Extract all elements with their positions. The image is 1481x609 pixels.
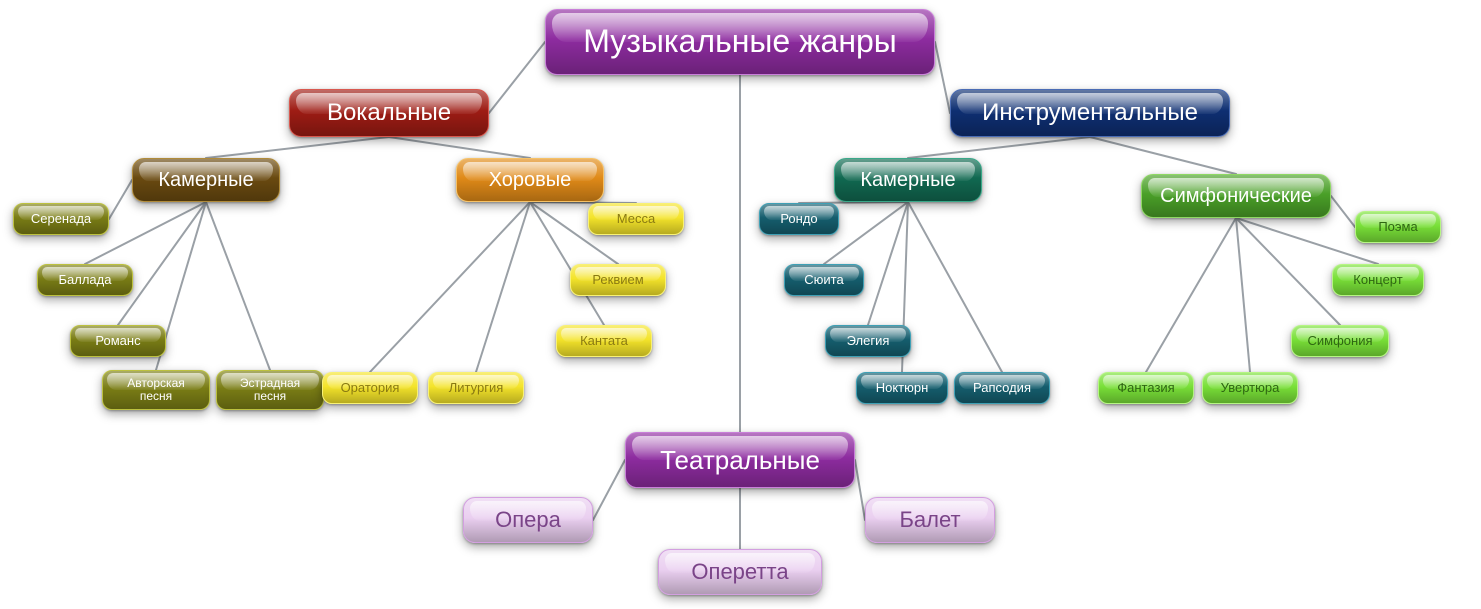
node-symphony[interactable]: Симфония xyxy=(1291,325,1389,357)
node-elegy[interactable]: Элегия xyxy=(825,325,911,357)
node-label: Камерные xyxy=(158,169,253,191)
node-label: Месса xyxy=(617,212,655,226)
node-root[interactable]: Музыкальные жанры xyxy=(545,9,935,75)
node-theatre[interactable]: Театральные xyxy=(625,432,855,488)
node-v_chamber[interactable]: Камерные xyxy=(132,158,280,202)
node-fantasia[interactable]: Фантазия xyxy=(1098,372,1194,404)
node-label: Эстрадная песня xyxy=(240,377,300,403)
node-label: Ноктюрн xyxy=(876,381,929,395)
node-concerto[interactable]: Концерт xyxy=(1332,264,1424,296)
node-label: Концерт xyxy=(1353,273,1402,287)
node-v_choral[interactable]: Хоровые xyxy=(456,158,604,202)
node-i_symph[interactable]: Симфонические xyxy=(1141,174,1331,218)
node-label: Кантата xyxy=(580,334,628,348)
node-label: Рондо xyxy=(780,212,817,226)
node-poem[interactable]: Поэма xyxy=(1355,211,1441,243)
node-label: Симфония xyxy=(1308,334,1373,348)
node-label: Хоровые xyxy=(489,169,572,191)
node-label: Балет xyxy=(899,508,960,532)
node-label: Оперетта xyxy=(691,560,788,584)
node-i_chamber[interactable]: Камерные xyxy=(834,158,982,202)
node-label: Увертюра xyxy=(1221,381,1280,395)
node-label: Реквием xyxy=(592,273,643,287)
node-popsong[interactable]: Эстрадная песня xyxy=(216,370,324,410)
node-label: Музыкальные жанры xyxy=(583,24,897,59)
node-requiem[interactable]: Реквием xyxy=(570,264,666,296)
node-vocal[interactable]: Вокальные xyxy=(289,89,489,137)
node-label: Фантазия xyxy=(1117,381,1174,395)
node-liturgy[interactable]: Литургия xyxy=(428,372,524,404)
node-label: Театральные xyxy=(660,446,820,475)
node-opera[interactable]: Опера xyxy=(463,497,593,543)
node-label: Баллада xyxy=(59,273,112,287)
node-serenade[interactable]: Серенада xyxy=(13,203,109,235)
node-label: Оратория xyxy=(341,381,400,395)
edges-layer xyxy=(0,0,1481,609)
node-rondo[interactable]: Рондо xyxy=(759,203,839,235)
node-label: Рапсодия xyxy=(973,381,1031,395)
node-label: Авторская песня xyxy=(127,377,185,403)
node-label: Элегия xyxy=(847,334,890,348)
node-instr[interactable]: Инструментальные xyxy=(950,89,1230,137)
mindmap-canvas: Музыкальные жанры Вокальные Инструментальн… xyxy=(0,0,1481,609)
node-mass[interactable]: Месса xyxy=(588,203,684,235)
node-ballad[interactable]: Баллада xyxy=(37,264,133,296)
node-label: Литургия xyxy=(449,381,504,395)
node-romance[interactable]: Романс xyxy=(70,325,166,357)
node-label: Камерные xyxy=(860,169,955,191)
node-label: Инструментальные xyxy=(982,100,1198,126)
node-label: Опера xyxy=(495,508,561,532)
node-label: Симфонические xyxy=(1160,185,1312,207)
node-rhapsody[interactable]: Рапсодия xyxy=(954,372,1050,404)
node-nocturne[interactable]: Ноктюрн xyxy=(856,372,948,404)
node-label: Вокальные xyxy=(327,100,451,126)
node-label: Поэма xyxy=(1378,220,1417,234)
node-suite[interactable]: Сюита xyxy=(784,264,864,296)
node-label: Романс xyxy=(95,334,140,348)
node-ballet[interactable]: Балет xyxy=(865,497,995,543)
node-operetta[interactable]: Оперетта xyxy=(658,549,822,595)
node-overture[interactable]: Увертюра xyxy=(1202,372,1298,404)
node-label: Серенада xyxy=(31,212,91,226)
node-cantata[interactable]: Кантата xyxy=(556,325,652,357)
node-label: Сюита xyxy=(804,273,843,287)
node-oratorio[interactable]: Оратория xyxy=(322,372,418,404)
node-authorsong[interactable]: Авторская песня xyxy=(102,370,210,410)
